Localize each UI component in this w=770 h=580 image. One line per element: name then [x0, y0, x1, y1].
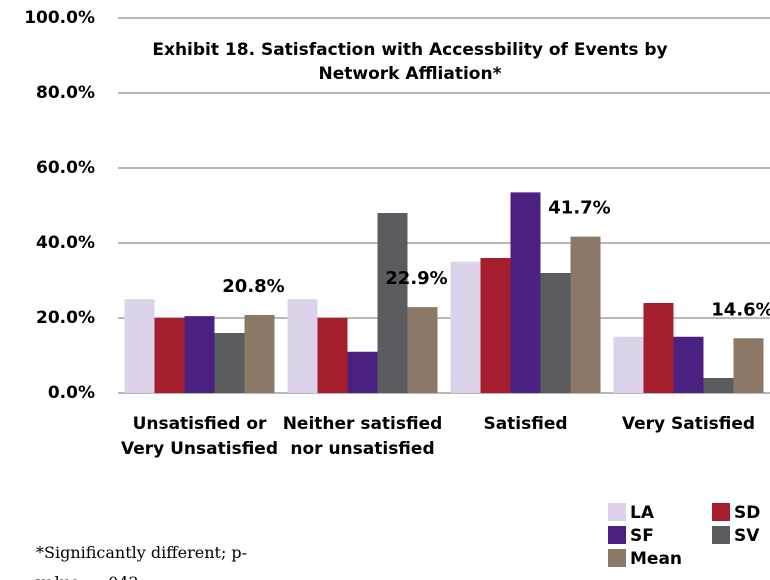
- legend-label: SF: [630, 526, 654, 546]
- legend-label: SV: [734, 526, 760, 546]
- y-tick-label: 20.0%: [36, 308, 95, 328]
- data-label: 41.7%: [548, 198, 610, 219]
- bar: [347, 351, 378, 393]
- bar: [124, 299, 155, 393]
- data-label: 14.6%: [711, 299, 770, 320]
- bar: [154, 318, 185, 393]
- bar: [540, 273, 571, 393]
- legend-label: LA: [630, 503, 654, 523]
- legend-swatch: [608, 549, 626, 567]
- legend-swatch: [608, 526, 626, 544]
- bar: [407, 307, 438, 393]
- bar: [570, 236, 601, 393]
- legend-label: SD: [734, 503, 761, 523]
- legend-swatch: [712, 526, 730, 544]
- bar: [450, 261, 481, 393]
- bar: [733, 338, 764, 393]
- legend-swatch: [608, 503, 626, 521]
- x-tick-label: Neither satisfied nor unsatisfied: [282, 414, 443, 459]
- x-tick-label: Unsatisfied or Very Unsatisfied: [120, 414, 278, 459]
- legend-label: Mean: [630, 549, 683, 569]
- bar: [184, 316, 215, 393]
- x-tick-label: Very Satisfied: [621, 414, 756, 434]
- legend-item: Mean: [608, 548, 682, 570]
- footnote: *Significantly different; p-value = .042: [36, 543, 248, 580]
- bar: [673, 336, 704, 393]
- data-label: 22.9%: [385, 268, 447, 289]
- bar: [480, 258, 511, 393]
- data-label: 20.8%: [222, 276, 284, 297]
- bar: [244, 315, 275, 393]
- chart-title: Exhibit 18. Satisfaction with Accessbili…: [152, 40, 668, 84]
- x-tick-label: Satisfied: [483, 414, 568, 434]
- bar: [613, 336, 644, 393]
- bar: [214, 333, 245, 393]
- y-tick-label: 60.0%: [36, 158, 95, 178]
- y-tick-label: 100.0%: [24, 8, 95, 28]
- bar: [317, 318, 348, 393]
- legend-item: SV: [712, 525, 759, 547]
- legend-item: SF: [608, 525, 654, 547]
- y-tick-label: 80.0%: [36, 83, 95, 103]
- bar: [377, 213, 408, 393]
- bar: [287, 299, 318, 393]
- bar: [510, 192, 541, 393]
- y-tick-label: 40.0%: [36, 233, 95, 253]
- legend-item: LA: [608, 502, 654, 524]
- legend-item: SD: [712, 502, 760, 524]
- bar: [703, 378, 734, 393]
- y-tick-label: 0.0%: [48, 383, 95, 403]
- legend-swatch: [712, 503, 730, 521]
- bar: [643, 303, 674, 393]
